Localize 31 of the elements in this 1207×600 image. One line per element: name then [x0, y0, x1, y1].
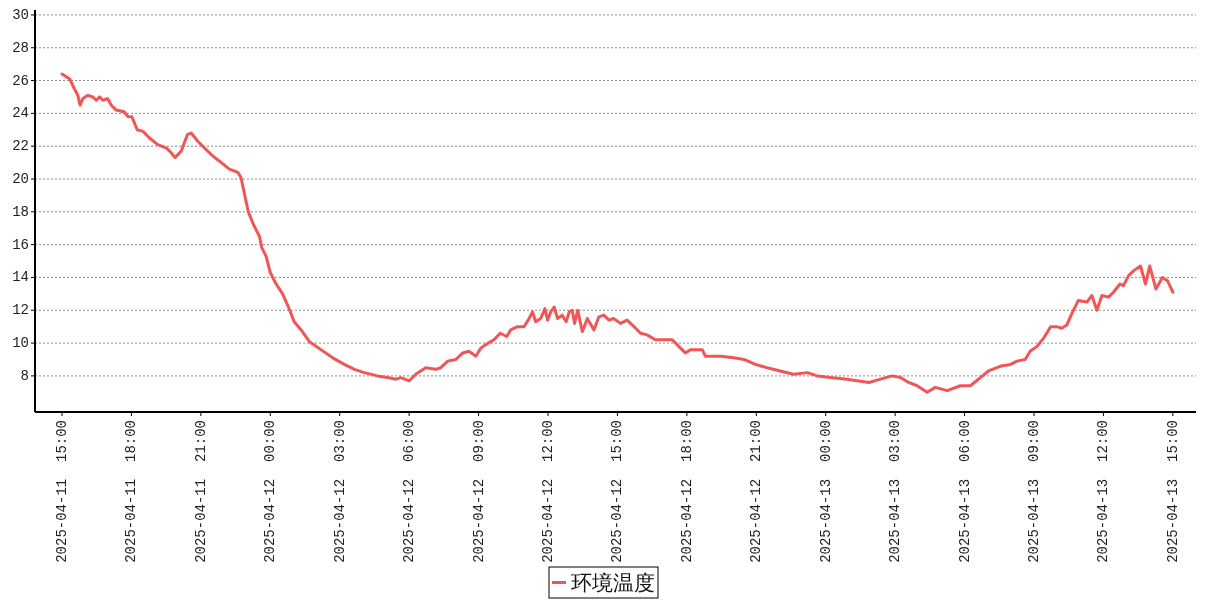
x-tick-label: 2025-04-13 03:00 [887, 420, 904, 563]
x-tick-label: 2025-04-13 12:00 [1095, 420, 1112, 563]
x-tick-label: 2025-04-13 09:00 [1026, 420, 1042, 563]
x-tick-label: 2025-04-12 03:00 [331, 420, 348, 563]
x-tick-label: 2025-04-11 18:00 [123, 420, 140, 563]
y-tick-label: 8 [20, 367, 29, 384]
x-tick-label: 2025-04-11 15:00 [54, 420, 70, 563]
y-tick-label: 26 [12, 72, 29, 89]
y-tick-label: 20 [12, 171, 29, 187]
y-tick-label: 18 [12, 203, 29, 220]
x-tick-label: 2025-04-12 12:00 [540, 420, 556, 563]
x-tick-label: 2025-04-12 18:00 [678, 420, 695, 563]
legend-label: 环境温度 [571, 570, 655, 595]
x-tick-label: 2025-04-13 06:00 [956, 420, 973, 563]
y-tick-label: 22 [12, 138, 29, 155]
y-tick-label: 24 [12, 105, 29, 122]
y-tick-label: 30 [12, 6, 29, 23]
x-tick-label: 2025-04-13 15:00 [1164, 420, 1181, 563]
x-tick-label: 2025-04-12 06:00 [401, 420, 418, 563]
y-tick-label: 16 [12, 236, 29, 253]
x-tick-label: 2025-04-12 15:00 [609, 420, 626, 563]
x-tick-label: 2025-04-12 09:00 [470, 420, 487, 563]
y-tick-label: 28 [12, 39, 29, 56]
x-tick-label: 2025-04-11 21:00 [192, 420, 209, 563]
y-tick-label: 10 [12, 335, 29, 352]
legend: 环境温度 [548, 566, 659, 599]
y-tick-label: 14 [12, 269, 29, 286]
x-tick-label: 2025-04-12 00:00 [262, 420, 279, 563]
y-tick-label: 12 [12, 302, 29, 319]
x-tick-label: 2025-04-12 21:00 [748, 420, 765, 563]
x-tick-label: 2025-04-13 00:00 [817, 420, 834, 563]
